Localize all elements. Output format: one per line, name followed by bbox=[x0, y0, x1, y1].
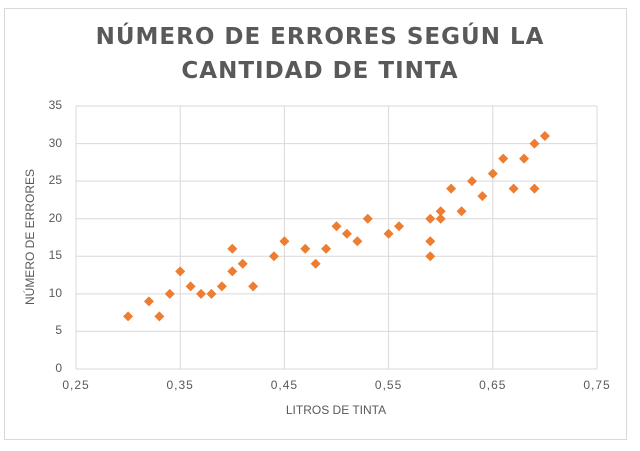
x-tick-label: 0,75 bbox=[583, 378, 611, 392]
data-point[interactable] bbox=[154, 311, 165, 322]
data-point[interactable] bbox=[498, 153, 509, 164]
data-point[interactable] bbox=[394, 221, 405, 232]
data-point[interactable] bbox=[435, 213, 446, 224]
x-tick-label: 0,45 bbox=[270, 378, 299, 392]
y-tick-label: 20 bbox=[48, 210, 62, 225]
data-point[interactable] bbox=[341, 228, 352, 239]
data-point[interactable] bbox=[425, 236, 436, 247]
data-point[interactable] bbox=[300, 243, 311, 254]
x-tick-label: 0,55 bbox=[374, 378, 403, 392]
data-point[interactable] bbox=[425, 251, 436, 262]
data-point[interactable] bbox=[362, 213, 373, 224]
chart-title-line-2: CANTIDAD DE TINTA bbox=[181, 58, 459, 84]
y-tick-label: 30 bbox=[48, 135, 62, 150]
y-tick-label: 0 bbox=[55, 361, 62, 375]
data-point[interactable] bbox=[529, 183, 540, 194]
data-point[interactable] bbox=[508, 183, 519, 194]
data-point[interactable] bbox=[466, 176, 477, 187]
data-point[interactable] bbox=[196, 288, 207, 299]
data-point[interactable] bbox=[248, 281, 259, 292]
data-point[interactable] bbox=[487, 168, 498, 179]
y-tick-label: 25 bbox=[48, 173, 62, 188]
x-tick-label: 0,35 bbox=[166, 378, 194, 392]
data-point[interactable] bbox=[539, 131, 550, 142]
data-point[interactable] bbox=[519, 153, 530, 164]
chart-title-line-1: NÚMERO DE ERRORES SEGÚN LA bbox=[95, 24, 545, 50]
x-axis-label: LITROS DE TINTA bbox=[285, 403, 387, 417]
y-tick-label: 5 bbox=[55, 323, 62, 338]
data-point[interactable] bbox=[425, 213, 436, 224]
data-point[interactable] bbox=[143, 296, 154, 307]
x-tick-label: 0,25 bbox=[62, 378, 90, 392]
data-point[interactable] bbox=[164, 288, 175, 299]
data-point[interactable] bbox=[206, 288, 217, 299]
data-point[interactable] bbox=[123, 311, 134, 322]
data-point[interactable] bbox=[352, 236, 363, 247]
data-point[interactable] bbox=[310, 258, 321, 269]
y-axis-label: NÚMERO DE ERRORES bbox=[23, 169, 37, 306]
data-point[interactable] bbox=[383, 228, 394, 239]
data-point[interactable] bbox=[268, 251, 279, 262]
data-point[interactable] bbox=[227, 243, 238, 254]
data-point[interactable] bbox=[331, 221, 342, 232]
x-tick-label: 0,65 bbox=[479, 378, 507, 392]
data-point[interactable] bbox=[185, 281, 196, 292]
y-tick-label: 10 bbox=[48, 285, 62, 300]
data-point[interactable] bbox=[216, 281, 227, 292]
data-point[interactable] bbox=[446, 183, 457, 194]
data-point[interactable] bbox=[175, 266, 186, 277]
data-point[interactable] bbox=[237, 258, 248, 269]
y-tick-label: 35 bbox=[48, 98, 62, 112]
data-point[interactable] bbox=[321, 243, 332, 254]
data-point[interactable] bbox=[279, 236, 290, 247]
data-point[interactable] bbox=[477, 191, 488, 202]
data-point[interactable] bbox=[435, 206, 446, 217]
data-point[interactable] bbox=[456, 206, 467, 217]
data-point[interactable] bbox=[227, 266, 238, 277]
chart-container bbox=[4, 8, 627, 440]
data-point[interactable] bbox=[529, 138, 540, 149]
y-tick-label: 15 bbox=[48, 248, 62, 263]
chart-title: NÚMERO DE ERRORES SEGÚN LA CANTIDAD DE T… bbox=[0, 20, 640, 88]
